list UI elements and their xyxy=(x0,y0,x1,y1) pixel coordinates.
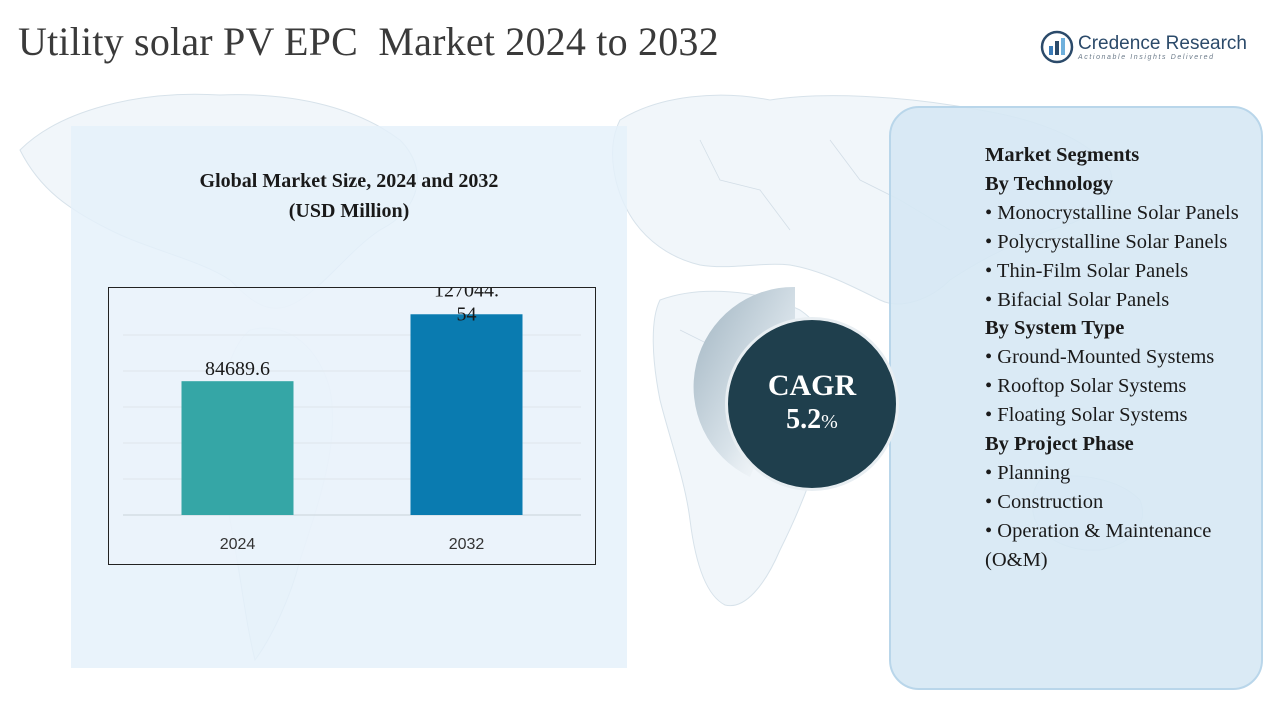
data-label-2032: 127044. 54 xyxy=(434,288,499,325)
segment-item: • Bifacial Solar Panels xyxy=(985,288,1170,311)
segment-item: • Monocrystalline Solar Panels xyxy=(985,201,1239,224)
segments-panel xyxy=(889,106,1263,690)
page-title: Utility solar PV EPC Market 2024 to 2032 xyxy=(18,19,719,64)
segment-group-title: By Technology xyxy=(985,172,1114,195)
segment-item: • Rooftop Solar Systems xyxy=(985,375,1187,398)
segment-item: • Ground-Mounted Systems xyxy=(985,346,1215,369)
x-tick-label-2024: 2024 xyxy=(220,536,256,553)
segment-group-title: By System Type xyxy=(985,317,1125,340)
bar-chart-svg: 84689.6 2024 127044. 54 2032 xyxy=(123,288,581,553)
x-tick-label-2032: 2032 xyxy=(449,536,485,553)
cagr-value-line: 5.2% xyxy=(786,403,838,439)
chart-subtitle: (USD Million) xyxy=(288,200,410,222)
cagr-label: CAGR xyxy=(767,369,857,402)
market-segments-list: Market Segments By Technology • Monocrys… xyxy=(985,141,1245,575)
segment-item: • Floating Solar Systems xyxy=(985,404,1188,427)
credence-logo-icon xyxy=(1040,30,1074,64)
segment-group-title: By Project Phase xyxy=(985,433,1134,456)
cagr-value: 5.2 xyxy=(786,404,822,435)
bar-chart: 84689.6 2024 127044. 54 2032 xyxy=(108,287,596,565)
segments-heading: Market Segments xyxy=(985,144,1140,166)
cagr-circle: CAGR 5.2% xyxy=(725,317,899,491)
segment-item: • Operation & Maintenance (O&M) xyxy=(985,519,1212,571)
segment-item: • Construction xyxy=(985,490,1104,513)
cagr-ring xyxy=(693,286,795,477)
cagr-unit: % xyxy=(821,411,838,433)
cagr-badge: CAGR 5.2% xyxy=(690,282,900,492)
segment-item: • Polycrystalline Solar Panels xyxy=(985,230,1228,253)
brand-name: Credence Research xyxy=(1078,32,1247,54)
chart-title: Global Market Size, 2024 and 2032 xyxy=(199,170,499,192)
brand-tagline: Actionable Insights Delivered xyxy=(1078,53,1215,61)
segment-item: • Planning xyxy=(985,461,1071,484)
brand-logo[interactable]: Credence Research Actionable Insights De… xyxy=(1040,30,1247,64)
chart-title-block: Global Market Size, 2024 and 2032 (USD M… xyxy=(71,166,627,226)
bar-2024 xyxy=(181,381,294,515)
bar-2032 xyxy=(410,314,523,515)
segment-item: • Thin-Film Solar Panels xyxy=(985,259,1189,282)
data-label-2024: 84689.6 xyxy=(205,358,270,380)
